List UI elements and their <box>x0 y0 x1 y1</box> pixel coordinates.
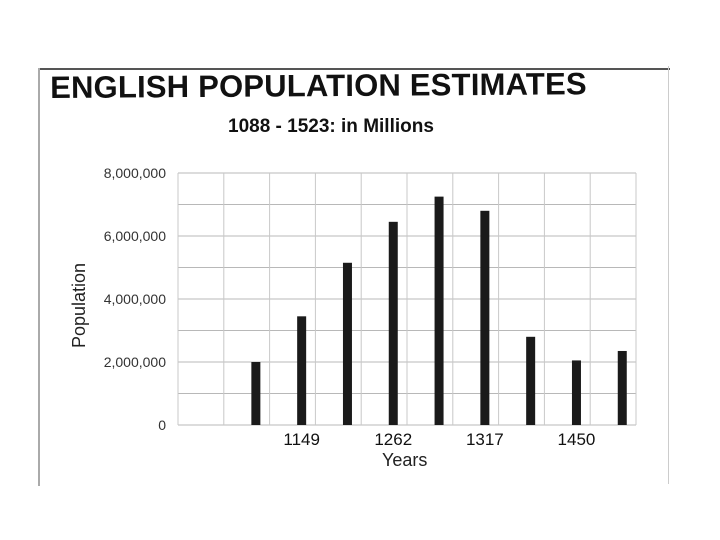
bar <box>388 221 398 425</box>
bar <box>571 360 581 425</box>
y-axis-title: Population <box>69 263 89 348</box>
bar <box>297 316 307 425</box>
x-tick-label: 1317 <box>466 430 504 449</box>
bar <box>342 262 352 425</box>
y-tick-label: 6,000,000 <box>104 228 166 244</box>
bar <box>526 336 536 425</box>
grid-lines <box>177 172 637 426</box>
bar <box>434 196 444 425</box>
x-axis-title: Years <box>382 450 427 470</box>
y-tick-labels: 0 2,000,000 4,000,000 6,000,000 8,000,000 <box>104 165 167 433</box>
y-tick-label: 0 <box>158 417 166 433</box>
bar <box>617 350 627 425</box>
y-tick-label: 8,000,000 <box>104 165 166 181</box>
bar <box>251 362 261 425</box>
y-tick-label: 2,000,000 <box>104 354 166 370</box>
y-tick-label: 4,000,000 <box>104 291 166 307</box>
bars-group <box>251 196 627 425</box>
bar <box>480 210 490 425</box>
scan-edge-right <box>668 66 669 484</box>
x-tick-labels: 1149 1262 1317 1450 <box>283 430 595 449</box>
x-tick-label: 1149 <box>283 430 320 449</box>
x-tick-label: 1450 <box>558 430 596 449</box>
chart-subtitle: 1088 - 1523: in Millions <box>228 116 434 137</box>
x-tick-label: 1262 <box>374 430 412 449</box>
scan-edge-top <box>38 68 670 70</box>
scan-edge-left <box>38 68 40 486</box>
